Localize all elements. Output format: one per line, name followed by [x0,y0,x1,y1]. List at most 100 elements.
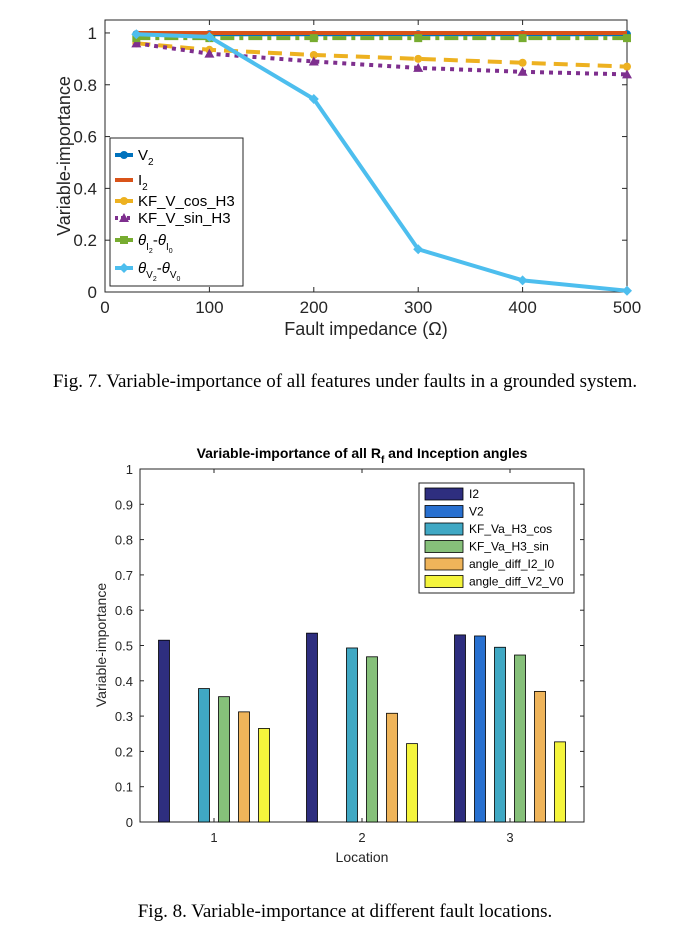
fig7-data-point [622,69,632,79]
fig8-legend-entry: V2 [424,505,484,519]
fig8-legend-swatch [424,575,464,588]
fig8-bar [238,711,250,823]
fig8-x-tick-label: 1 [210,830,217,845]
fig7-legend-entry: KF_V_cos_H3 [115,193,235,210]
fig8-bar [474,635,486,823]
fig7-x-axis-label: Fault impedance (Ω) [284,319,448,339]
fig7-legend-label-subscript: 2 [148,157,154,168]
fig7-legend-label-base: V [138,147,148,164]
fig7-legend-marker [119,263,129,273]
fig8-y-tick-label: 0.9 [115,497,133,512]
fig8-x-tick-label: 3 [506,830,513,845]
fig8-y-tick-label: 0.4 [115,674,133,689]
fig7-data-point [413,244,424,255]
fig7-legend-label: KF_V_cos_H3 [138,193,235,210]
fig7-legend-sub: I [146,242,149,253]
fig8-legend: I2 V2 KF_Va_H3_cos KF_Va_H3_sin angle_diff_I… [418,482,575,594]
fig7-data-point [623,34,631,43]
fig7-data-point [622,285,632,296]
fig8-bar [306,632,318,823]
fig8-title-main: Variable-importance of all R [197,445,381,461]
fig7-legend-label-base: I [138,172,142,189]
fig8-y-tick-label: 0.6 [115,603,133,618]
fig8-title-rest: and Inception angles [384,445,527,461]
fig8-caption: Fig. 8. Variable-importance at different… [138,901,553,922]
fig7-data-point [414,34,423,43]
fig7-x-tick-label: 300 [404,298,432,317]
fig7-legend-label: V2 [138,147,154,168]
fig7-legend-label-text: KF_V_sin_H3 [138,210,231,227]
fig8-bar [554,741,566,823]
fig7-data-point [517,66,528,76]
fig8-x-tick-label: 2 [358,830,365,845]
fig8-y-tick-label: 0.7 [115,568,133,583]
fig8-legend-label: I2 [469,487,479,501]
fig8-bar [366,656,378,823]
fig8-bars [158,632,566,823]
fig8-y-tick-label: 0.3 [115,709,133,724]
fig8-y-tick-label: 0 [126,815,133,830]
fig8-bar [406,743,418,823]
fig7-legend-minus: - [153,232,158,249]
fig8-y-axis-label: Variable-importance [93,583,109,707]
fig8-legend-label: KF_Va_H3_sin [469,540,549,554]
fig7-data-point [309,50,318,59]
fig7-legend-sub: V [146,270,153,281]
fig7-legend-entry: θV2-θV0 [115,260,181,283]
fig8-legend-entry: angle_diff_I2_I0 [424,557,555,571]
fig7-data-point [623,62,631,71]
fig8-bar [158,639,170,823]
fig7-legend-entry: V2 [115,147,154,168]
fig7-legend-subsub: 0 [177,276,181,283]
fig8-y-tick-label: 0.2 [115,744,133,759]
fig8-y-tick-label: 1 [126,462,133,477]
fig8-legend-swatch [424,557,464,571]
fig7-legend-theta: θ [158,232,166,249]
fig8-bar [198,688,210,823]
fig7-series-lines [131,29,632,296]
fig7-data-point [413,62,424,72]
fig7-series-line [136,41,628,69]
fig8-bar [534,690,546,823]
fig8-bar [454,634,466,823]
fig8-legend-label: V2 [469,505,484,519]
fig7-legend-sub: V [170,270,177,281]
fig7-legend-theta: θ [138,232,146,249]
fig7-legend-entry: θI2-θI0 [115,232,173,255]
fig7-data-point [414,54,423,63]
fig7-legend-sub: I [166,242,169,253]
fig7-legend-subsub: 0 [169,248,173,255]
fig8-legend-swatch [424,505,464,518]
fig7-legend-marker [120,151,128,159]
fig7-series-3 [131,38,632,79]
fig7-series-2 [132,39,631,71]
fig7-data-point [517,275,528,286]
fig7-legend-label-text: KF_V_cos_H3 [138,193,235,210]
fig7-series-line [136,32,628,293]
fig7-data-point [204,31,215,42]
fig8-legend-swatch [424,487,464,501]
fig7-legend-label: I2 [138,172,148,193]
fig8-title-subscript: f [381,455,385,466]
fig7-data-point [308,94,319,105]
fig7-legend-entry: KF_V_sin_H3 [115,210,231,227]
fig7-legend-subsub: 2 [153,276,157,283]
fig8-legend-entry: KF_Va_H3_cos [424,522,552,536]
fig8-chart-title: Variable-importance of all Rf and Incept… [197,445,528,466]
fig7-y-axis-label: Variable-importance [54,76,74,236]
fig7-legend-theta: θ [138,260,146,277]
fig7-legend-label: θI2-θI0 [138,232,173,255]
fig7-y-tick-label: 0.8 [73,76,97,95]
fig8-bar [258,728,270,823]
fig8-y-tick-label: 0.8 [115,533,133,548]
fig8-y-tick-label: 0.1 [115,780,133,795]
fig7-x-tick-label: 500 [613,298,641,317]
fig8-bar [346,647,358,823]
fig8-legend-label: angle_diff_V2_V0 [469,575,564,589]
fig7-legend-minus: - [157,260,162,277]
fig7-legend-marker [120,236,128,244]
fig7-legend-label-subscript: 2 [142,182,148,193]
fig7-y-tick-label: 0 [88,283,97,302]
fig8-legend-swatch [424,540,464,553]
